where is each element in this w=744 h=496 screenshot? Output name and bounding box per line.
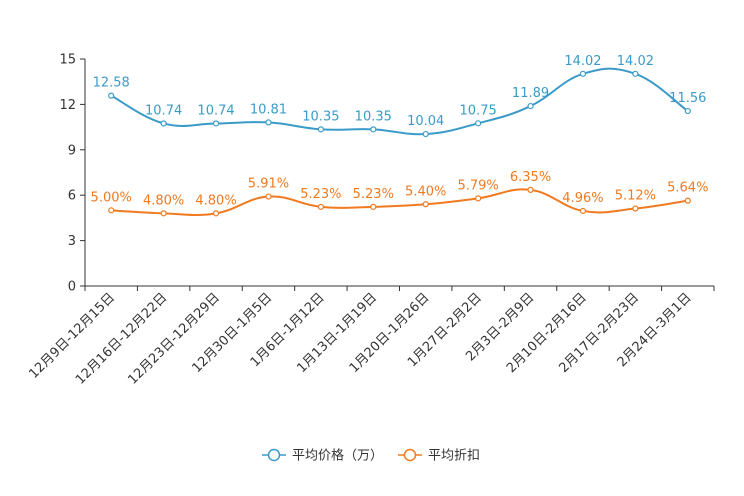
data-point[interactable] — [160, 120, 167, 127]
data-label: 5.00% — [91, 190, 132, 205]
x-tick-label: 12月9日-12月15日 — [26, 290, 118, 382]
data-label: 5.23% — [353, 187, 394, 202]
series-1: 12.58 10.74 10.74 10.81 10.35 10.35 10.04 10.75… — [93, 54, 706, 138]
data-point[interactable] — [212, 210, 220, 217]
data-point[interactable] — [422, 201, 429, 208]
data-label: 10.74 — [197, 103, 234, 118]
data-point[interactable] — [632, 205, 639, 212]
data-label: 5.40% — [405, 184, 446, 199]
data-point[interactable] — [108, 207, 115, 214]
data-point[interactable] — [684, 107, 691, 115]
data-point[interactable] — [422, 130, 429, 138]
data-point[interactable] — [108, 92, 115, 99]
data-label: 4.80% — [143, 193, 184, 208]
data-label: 10.74 — [145, 103, 182, 118]
data-label: 12.58 — [93, 76, 130, 91]
data-label: 11.89 — [512, 86, 549, 101]
data-point[interactable] — [632, 70, 639, 77]
data-label: 14.02 — [564, 54, 601, 69]
data-point[interactable] — [370, 203, 377, 210]
data-point[interactable] — [475, 120, 482, 127]
data-point[interactable] — [475, 195, 482, 202]
data-label: 11.56 — [669, 91, 706, 106]
series-line — [111, 188, 688, 216]
data-label: 5.79% — [457, 178, 498, 193]
data-point[interactable] — [317, 203, 324, 210]
legend-label: 平均价格（万） — [292, 448, 383, 464]
data-label: 4.80% — [195, 193, 236, 208]
data-point[interactable] — [527, 186, 534, 194]
data-point[interactable] — [579, 70, 587, 77]
y-tick-label: 6 — [68, 189, 76, 204]
legend-label: 平均折扣 — [428, 449, 480, 464]
data-label: 10.35 — [302, 109, 339, 124]
data-label: 5.64% — [667, 181, 708, 196]
y-tick-label: 0 — [68, 280, 76, 295]
series-2: 5.00% 4.80% 4.80% 5.91% 5.23% 5.23% 5.40% 5.79%… — [91, 170, 708, 217]
x-axis: 12月9日-12月15日12月16日-12月22日12月23日-12月29日12… — [26, 285, 715, 388]
data-point[interactable] — [212, 120, 220, 127]
series-layer: 12.58 10.74 10.74 10.81 10.35 10.35 10.04 10.75… — [91, 54, 708, 217]
data-label: 4.96% — [562, 191, 603, 206]
data-label: 10.04 — [407, 114, 444, 129]
data-label: 10.75 — [460, 103, 497, 118]
data-label: 5.12% — [615, 189, 656, 204]
legend-item-2[interactable]: 平均折扣 — [398, 449, 480, 464]
y-axis: 0 3 6 9 12 15 — [59, 53, 86, 295]
x-tick-label: 12月16日-12月22日 — [73, 290, 170, 387]
data-point[interactable] — [160, 210, 167, 217]
data-label: 6.35% — [510, 170, 551, 185]
legend-item-1[interactable]: 平均价格（万） — [262, 448, 383, 464]
data-point[interactable] — [265, 193, 272, 200]
data-point[interactable] — [684, 197, 691, 204]
y-tick-label: 9 — [68, 143, 76, 158]
legend-marker-icon — [267, 448, 281, 462]
data-point[interactable] — [579, 207, 587, 215]
y-tick-label: 15 — [59, 53, 76, 68]
data-label: 10.35 — [355, 109, 392, 124]
x-tick-label: 12月23日-12月29日 — [125, 290, 222, 387]
data-point[interactable] — [265, 119, 272, 126]
data-point[interactable] — [317, 126, 324, 133]
data-label: 5.91% — [248, 177, 289, 192]
data-label: 5.23% — [300, 187, 341, 202]
series-line — [110, 67, 689, 136]
data-label: 10.81 — [250, 102, 287, 117]
data-point[interactable] — [370, 126, 377, 133]
data-label: 14.02 — [617, 54, 654, 69]
y-tick-label: 3 — [68, 234, 76, 249]
y-tick-label: 12 — [59, 98, 76, 113]
data-point[interactable] — [527, 102, 534, 110]
legend-marker-icon — [403, 448, 417, 462]
legend[interactable]: 平均价格（万） 平均折扣 — [262, 448, 480, 464]
